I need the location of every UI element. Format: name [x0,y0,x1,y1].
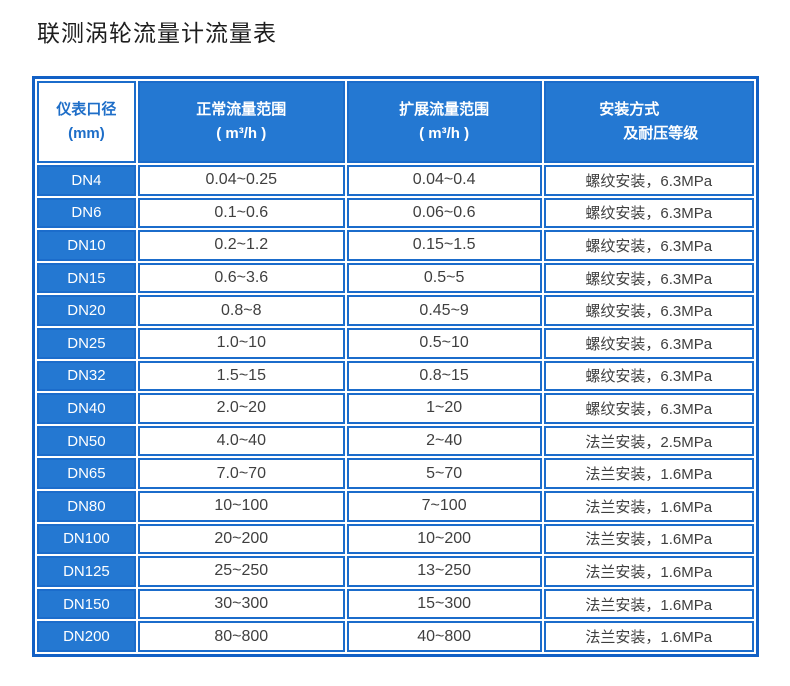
diameter-cell: DN6 [37,197,136,229]
normal-range-cell: 10~100 [137,490,345,522]
table-row: DN10 0.2~1.2 0.15~1.5 螺纹安装，6.3MPa [37,230,754,261]
extended-range-cell: 0.06~0.6 [346,197,542,229]
normal-range-cell: 30~300 [137,588,345,620]
header-normal-range-line1: 正常流量范围 [196,101,287,118]
normal-range-cell: 2.0~20 [137,393,345,424]
extended-range-cell: 0.5~5 [346,262,542,294]
header-diameter-line1: 仪表口径 [56,101,117,118]
installation-cell: 螺纹安装，6.3MPa [543,262,754,294]
header-row: 仪表口径 (mm) 正常流量范围 ( m³/h ) 扩展流量范围 ( m³/h … [37,81,754,163]
extended-range-cell: 1~20 [346,393,542,424]
extended-range-cell: 13~250 [346,556,542,587]
installation-cell: 螺纹安装，6.3MPa [543,230,754,261]
table-row: DN32 1.5~15 0.8~15 螺纹安装，6.3MPa [37,360,754,392]
table-row: DN20 0.8~8 0.45~9 螺纹安装，6.3MPa [37,295,754,326]
header-extended-range: 扩展流量范围 ( m³/h ) [346,81,542,163]
installation-cell: 螺纹安装，6.3MPa [543,295,754,326]
header-installation-line2: 及耐压等级 [623,125,699,142]
normal-range-cell: 80~800 [137,621,345,652]
table-row: DN65 7.0~70 5~70 法兰安装，1.6MPa [37,458,754,489]
extended-range-cell: 0.5~10 [346,327,542,359]
normal-range-cell: 25~250 [137,556,345,587]
diameter-cell: DN150 [37,588,136,620]
installation-cell: 法兰安装，1.6MPa [543,490,754,522]
extended-range-cell: 10~200 [346,523,542,555]
normal-range-cell: 4.0~40 [137,425,345,457]
diameter-cell: DN65 [37,458,136,489]
installation-cell: 法兰安装，1.6MPa [543,458,754,489]
header-normal-range-line2: ( m³/h ) [216,125,267,142]
normal-range-cell: 0.8~8 [137,295,345,326]
table-row: DN50 4.0~40 2~40 法兰安装，2.5MPa [37,425,754,457]
extended-range-cell: 15~300 [346,588,542,620]
table-row: DN15 0.6~3.6 0.5~5 螺纹安装，6.3MPa [37,262,754,294]
extended-range-cell: 2~40 [346,425,542,457]
header-extended-range-line1: 扩展流量范围 [399,101,490,118]
table-row: DN125 25~250 13~250 法兰安装，1.6MPa [37,556,754,587]
installation-cell: 法兰安装，2.5MPa [543,425,754,457]
diameter-cell: DN125 [37,556,136,587]
extended-range-cell: 0.45~9 [346,295,542,326]
extended-range-cell: 0.15~1.5 [346,230,542,261]
header-installation-block: 安装方式 及耐压等级 [599,98,698,146]
table-row: DN150 30~300 15~300 法兰安装，1.6MPa [37,588,754,620]
header-diameter: 仪表口径 (mm) [37,81,136,163]
extended-range-cell: 0.8~15 [346,360,542,392]
extended-range-cell: 40~800 [346,621,542,652]
diameter-cell: DN200 [37,621,136,652]
header-installation-line1: 安装方式 [599,101,660,118]
header-diameter-line2: (mm) [68,125,105,142]
table-header: 仪表口径 (mm) 正常流量范围 ( m³/h ) 扩展流量范围 ( m³/h … [37,81,754,163]
table-row: DN6 0.1~0.6 0.06~0.6 螺纹安装，6.3MPa [37,197,754,229]
diameter-cell: DN15 [37,262,136,294]
diameter-cell: DN25 [37,327,136,359]
table-row: DN100 20~200 10~200 法兰安装，1.6MPa [37,523,754,555]
normal-range-cell: 1.0~10 [137,327,345,359]
installation-cell: 法兰安装，1.6MPa [543,621,754,652]
extended-range-cell: 5~70 [346,458,542,489]
installation-cell: 法兰安装，1.6MPa [543,523,754,555]
table-row: DN40 2.0~20 1~20 螺纹安装，6.3MPa [37,393,754,424]
header-extended-range-line2: ( m³/h ) [419,125,470,142]
normal-range-cell: 7.0~70 [137,458,345,489]
normal-range-cell: 0.1~0.6 [137,197,345,229]
installation-cell: 法兰安装，1.6MPa [543,588,754,620]
flow-table-body: DN4 0.04~0.25 0.04~0.4 螺纹安装，6.3MPa DN6 0.1~0.… [37,165,754,652]
installation-cell: 螺纹安装，6.3MPa [543,393,754,424]
normal-range-cell: 0.2~1.2 [137,230,345,261]
diameter-cell: DN40 [37,393,136,424]
extended-range-cell: 0.04~0.4 [346,165,542,196]
diameter-cell: DN4 [37,165,136,196]
installation-cell: 螺纹安装，6.3MPa [543,197,754,229]
page-title: 联测涡轮流量计流量表 [37,20,277,46]
installation-cell: 法兰安装，1.6MPa [543,556,754,587]
header-normal-range: 正常流量范围 ( m³/h ) [137,81,345,163]
normal-range-cell: 20~200 [137,523,345,555]
diameter-cell: DN20 [37,295,136,326]
normal-range-cell: 1.5~15 [137,360,345,392]
table-row: DN200 80~800 40~800 法兰安装，1.6MPa [37,621,754,652]
normal-range-cell: 0.04~0.25 [137,165,345,196]
diameter-cell: DN100 [37,523,136,555]
diameter-cell: DN50 [37,425,136,457]
installation-cell: 螺纹安装，6.3MPa [543,165,754,196]
header-installation: 安装方式 及耐压等级 [543,81,754,163]
normal-range-cell: 0.6~3.6 [137,262,345,294]
table-row: DN4 0.04~0.25 0.04~0.4 螺纹安装，6.3MPa [37,165,754,196]
installation-cell: 螺纹安装，6.3MPa [543,360,754,392]
diameter-cell: DN80 [37,490,136,522]
table-row: DN25 1.0~10 0.5~10 螺纹安装，6.3MPa [37,327,754,359]
installation-cell: 螺纹安装，6.3MPa [543,327,754,359]
extended-range-cell: 7~100 [346,490,542,522]
table-row: DN80 10~100 7~100 法兰安装，1.6MPa [37,490,754,522]
diameter-cell: DN10 [37,230,136,261]
diameter-cell: DN32 [37,360,136,392]
flow-rate-table: 仪表口径 (mm) 正常流量范围 ( m³/h ) 扩展流量范围 ( m³/h … [32,76,759,657]
